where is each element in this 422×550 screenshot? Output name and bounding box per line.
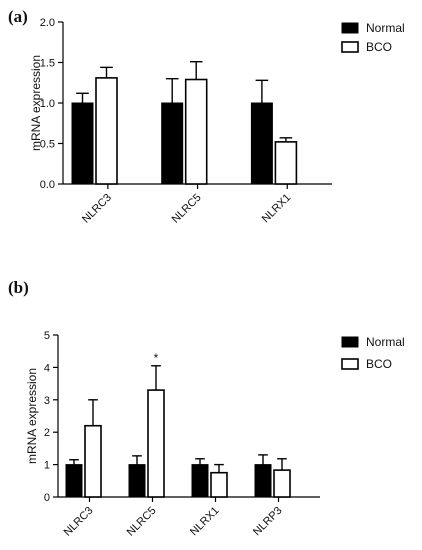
y-tick-label: 5 (44, 330, 50, 342)
category-label: NLRC5 (170, 192, 204, 226)
y-tick-label: 1.0 (40, 98, 55, 110)
bar-normal (191, 464, 209, 498)
category-label: NLRX1 (260, 192, 294, 226)
y-axis-title: mRNA expression (29, 55, 43, 151)
panel-label: (a) (8, 7, 28, 26)
legend-swatch-bco (341, 358, 359, 370)
bar-normal (65, 464, 83, 498)
category-label: NLRC3 (80, 192, 114, 226)
bar-bco (147, 389, 165, 498)
y-tick-label: 0 (44, 492, 50, 504)
bar-bco (184, 78, 208, 185)
bar-normal (71, 102, 94, 185)
y-tick-label: 0.0 (40, 179, 55, 191)
bar-normal (128, 464, 146, 498)
legend-label: Normal (366, 335, 405, 349)
y-tick-label: 2.0 (40, 17, 55, 29)
y-tick-label: 1 (44, 460, 50, 472)
legend-label: BCO (366, 40, 392, 54)
category-label: NLRP3 (251, 505, 285, 539)
legend-swatch-bco (341, 41, 359, 53)
bar-bco (210, 471, 228, 498)
y-tick-label: 0.5 (40, 139, 55, 151)
bar-normal (161, 102, 184, 185)
y-tick-label: 4 (44, 362, 50, 374)
legend-swatch-normal (341, 22, 359, 34)
y-tick-label: 3 (44, 395, 50, 407)
category-label: NLRC3 (62, 505, 96, 539)
bar-normal (254, 464, 272, 498)
legend-swatch-normal (341, 336, 359, 348)
y-tick-label: 2 (44, 427, 50, 439)
legend-label: BCO (366, 357, 392, 371)
legend-label: Normal (366, 21, 405, 35)
panel-label: (b) (8, 278, 29, 297)
bar-bco (84, 424, 102, 498)
bar-normal (250, 102, 273, 185)
y-axis-title: mRNA expression (25, 368, 39, 464)
bar-bco (273, 469, 291, 498)
category-label: NLRX1 (188, 505, 222, 539)
bar-bco (95, 77, 118, 185)
significance-marker: * (154, 351, 159, 365)
y-tick-label: 1.5 (40, 58, 55, 70)
bar-bco (274, 141, 298, 185)
category-label: NLRC5 (125, 505, 159, 539)
